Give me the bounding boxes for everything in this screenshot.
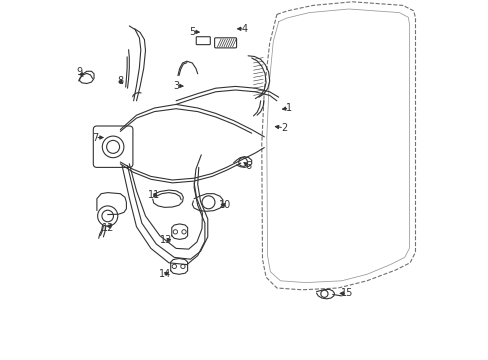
Text: 3: 3 xyxy=(173,81,179,91)
Text: 10: 10 xyxy=(218,200,230,210)
Text: 6: 6 xyxy=(244,161,251,171)
Text: 15: 15 xyxy=(340,288,352,298)
Text: 7: 7 xyxy=(92,132,98,143)
Text: 9: 9 xyxy=(77,67,82,77)
Text: 5: 5 xyxy=(189,27,195,37)
Text: 1: 1 xyxy=(286,103,292,113)
Text: 2: 2 xyxy=(281,123,286,133)
Text: 11: 11 xyxy=(147,190,160,200)
Text: 4: 4 xyxy=(241,24,247,34)
Text: 12: 12 xyxy=(102,222,114,233)
Text: 8: 8 xyxy=(117,76,123,86)
Text: 14: 14 xyxy=(158,269,170,279)
Text: 13: 13 xyxy=(160,235,172,246)
